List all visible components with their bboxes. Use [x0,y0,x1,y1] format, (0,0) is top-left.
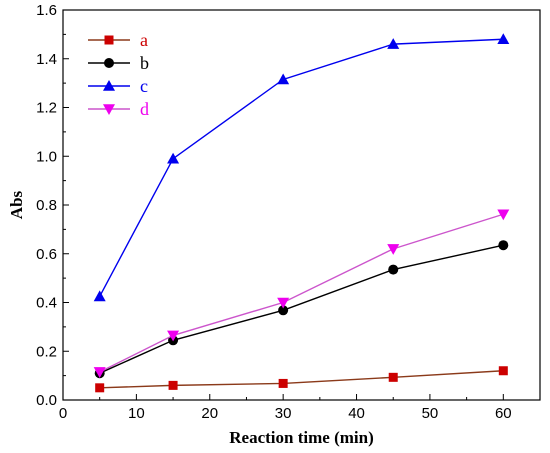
data-point-c [387,38,400,49]
y-tick-label: 0.8 [36,197,57,214]
y-tick-label: 0.0 [36,392,57,409]
x-axis-ticks: 0 10 20 30 40 50 60 [59,394,512,422]
y-axis-title: Abs [7,190,26,219]
data-point-a [498,366,508,376]
legend-item-a: a [88,30,148,50]
x-tick-label: 40 [348,405,365,422]
x-tick-label: 0 [59,405,67,422]
series-b [94,240,509,379]
legend-marker [104,58,114,68]
legend-marker [103,104,115,115]
data-point-c [277,73,290,85]
series-line-d [99,213,504,373]
series-line-a [99,370,504,389]
y-tick-label: 0.2 [36,343,57,360]
x-tick-label: 20 [201,405,218,422]
data-point-d [497,209,510,221]
legend-label: d [140,99,149,119]
data-point-c [93,290,106,302]
y-tick-label: 1.4 [36,51,57,68]
y-tick-label: 1.6 [36,2,57,19]
data-point-c [497,33,510,45]
data-point-a [388,372,398,382]
plot-frame [62,9,541,401]
x-axis-title: Reaction time (min) [229,428,373,447]
legend-label: c [140,76,148,96]
series-layer [93,33,510,393]
y-tick-label: 1.2 [36,100,57,117]
data-point-a [168,380,178,390]
y-tick-label: 0.6 [36,246,57,263]
x-tick-label: 60 [495,405,512,422]
data-point-a [278,378,288,388]
series-d [93,209,510,378]
series-line-c [99,38,504,297]
legend-item-d: d [88,99,149,119]
x-tick-label: 30 [275,405,292,422]
data-point-d [167,330,180,342]
data-point-d [387,244,400,255]
data-point-b [388,264,399,275]
x-tick-label: 50 [422,405,439,422]
y-axis-ticks: 0.0 0.2 0.4 0.6 0.8 1.0 1.2 1.4 1.6 [36,2,69,409]
data-point-a [95,383,105,393]
data-point-b [278,305,289,316]
x-tick-label: 10 [128,405,145,422]
legend-label: a [140,30,148,50]
y-tick-label: 1.0 [36,148,57,165]
series-a [95,366,508,393]
legend-marker [103,80,115,91]
legend-item-b: b [88,53,149,73]
legend-marker [104,35,114,45]
y-tick-label: 0.4 [36,295,57,312]
data-point-d [93,367,106,378]
data-point-d [277,297,290,309]
legend-label: b [140,53,149,73]
series-line-b [99,244,504,374]
data-point-c [167,152,180,164]
legend-item-c: c [88,76,148,96]
series-c [93,33,510,302]
data-point-b [498,240,509,251]
